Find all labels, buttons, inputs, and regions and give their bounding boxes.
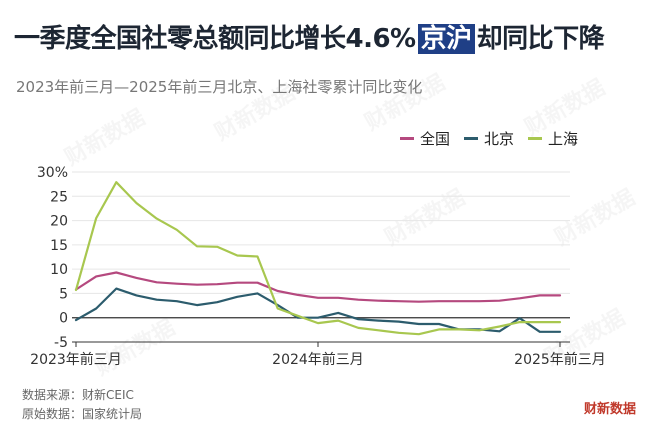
chart-title: 一季度全国社零总额同比增长4.6% 京沪 却同比下降 (14, 18, 605, 55)
brand-logo: 财新数据 (584, 402, 637, 417)
y-tick-label: 25 (50, 189, 68, 205)
y-tick-label: -5 (54, 335, 68, 351)
y-tick-label: 10 (50, 262, 68, 278)
series-line-2 (74, 181, 562, 336)
x-tick-label: 2025年前三月 (514, 351, 606, 368)
title-highlight: 京沪 (417, 24, 475, 54)
title-prefix: 一季度全国社零总额同比增长4.6% (14, 24, 416, 54)
legend: 全国 北京 上海 (400, 128, 578, 149)
title-suffix: 却同比下降 (476, 24, 605, 54)
legend-label: 北京 (484, 130, 515, 148)
footer: 数据来源：财新CEIC 原始数据：国家统计局 (22, 386, 142, 424)
legend-item-shanghai: 上海 (528, 128, 578, 149)
raw-data-source: 原始数据：国家统计局 (22, 407, 143, 421)
legend-item-national: 全国 (400, 128, 450, 149)
y-tick-label: 30% (37, 165, 68, 181)
legend-swatch (464, 137, 479, 140)
legend-item-beijing: 北京 (464, 128, 514, 149)
legend-label: 全国 (420, 130, 451, 148)
series-line-0 (74, 271, 562, 303)
legend-label: 上海 (548, 130, 579, 148)
y-tick-label: 0 (59, 311, 68, 327)
y-tick-label: 20 (50, 214, 68, 230)
series-line-1 (74, 287, 562, 333)
y-tick-label: 15 (50, 238, 68, 254)
data-source: 数据来源：财新CEIC (22, 388, 134, 402)
y-tick-label: 5 (59, 286, 68, 302)
legend-swatch (400, 137, 414, 140)
x-tick-label: 2024年前三月 (272, 351, 364, 368)
x-tick-label: 2023年前三月 (30, 351, 122, 368)
chart-subtitle: 2023年前三月—2025年前三月北京、上海社零累计同比变化 (16, 78, 423, 96)
legend-swatch (528, 137, 543, 140)
